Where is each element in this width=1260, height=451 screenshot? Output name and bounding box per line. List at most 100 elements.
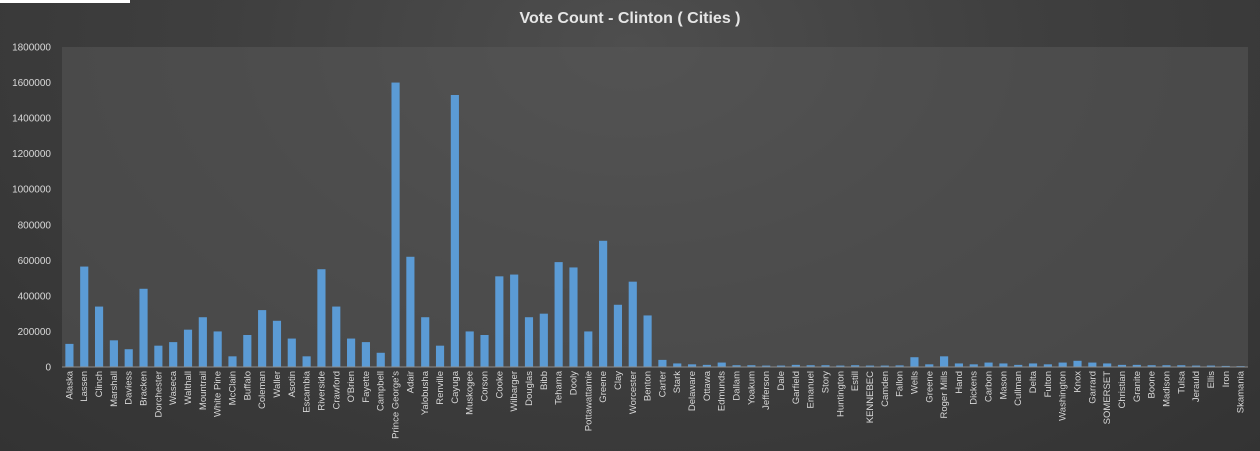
bar (540, 314, 548, 367)
x-tick-label: Dallam (732, 371, 743, 401)
x-tick-label: White Pine (213, 371, 224, 417)
x-tick-label: Fulton (1043, 371, 1054, 397)
bar (303, 356, 311, 367)
bar (258, 310, 266, 367)
x-tick-label: Ottawa (702, 370, 713, 401)
x-tick-label: Stark (672, 371, 683, 393)
bar (1029, 363, 1037, 367)
bar (451, 95, 459, 367)
x-tick-label: Daviess (124, 371, 135, 405)
x-tick-label: Mountrail (198, 371, 209, 410)
bar (629, 282, 637, 367)
x-tick-label: Iron (1221, 371, 1232, 387)
x-tick-label: Cooke (494, 371, 505, 398)
x-tick-label: Yoakum (746, 371, 757, 405)
bar (569, 267, 577, 367)
bar (125, 349, 133, 367)
x-tick-label: Emanuel (806, 371, 817, 409)
bar (391, 83, 399, 367)
x-tick-label: Corson (480, 371, 491, 402)
x-tick-label: Cullman (1013, 371, 1024, 406)
bar (584, 331, 592, 367)
x-tick-label: SOMERSET (1102, 371, 1113, 425)
x-tick-label: Escambia (302, 370, 313, 412)
bar (466, 331, 474, 367)
x-tick-label: Dooly (568, 371, 579, 396)
bar (436, 346, 444, 367)
y-tick-label: 1600000 (12, 78, 51, 89)
bar (495, 276, 503, 367)
x-tick-label: O'Brien (346, 371, 357, 402)
x-tick-label: Wells (909, 371, 920, 394)
x-tick-label: Clay (613, 371, 624, 390)
x-tick-label: Campbell (376, 371, 387, 411)
x-tick-label: Bibb (539, 371, 550, 390)
bar (1073, 361, 1081, 367)
x-tick-label: Fallon (895, 371, 906, 397)
bar (614, 305, 622, 367)
x-tick-label: Muskogee (465, 371, 476, 415)
x-tick-label: Tehama (554, 370, 565, 405)
x-tick-label: Roger Mills (939, 371, 950, 419)
bar (525, 317, 533, 367)
x-tick-label: Greene (598, 371, 609, 403)
x-tick-label: Jerauld (1191, 371, 1202, 402)
x-tick-label: Hand (954, 371, 965, 394)
bar (910, 357, 918, 367)
bar (406, 257, 414, 367)
x-tick-label: Douglas (524, 371, 535, 406)
y-tick-label: 1400000 (12, 114, 51, 125)
bar (273, 321, 281, 367)
y-tick-label: 800000 (18, 220, 52, 231)
x-tick-label: Dickens (969, 371, 980, 405)
bar (184, 330, 192, 367)
x-tick-label: Crawford (331, 371, 342, 410)
x-tick-label: Alaska (64, 370, 75, 399)
bar (480, 335, 488, 367)
y-tick-label: 200000 (18, 327, 52, 338)
bar (718, 363, 726, 367)
bar (1103, 363, 1111, 367)
x-tick-label: Garrard (1087, 371, 1098, 404)
bar (940, 356, 948, 367)
x-tick-label: Jefferson (761, 371, 772, 410)
bar (65, 344, 73, 367)
bar (199, 317, 207, 367)
x-tick-label: Worcester (628, 371, 639, 414)
x-tick-label: Dale (776, 371, 787, 391)
x-tick-label: Skamania (1236, 370, 1247, 413)
bar (362, 342, 370, 367)
bar (599, 241, 607, 367)
x-tick-label: Granite (1132, 371, 1143, 402)
bar (110, 340, 118, 367)
x-tick-label: Knox (1073, 371, 1084, 393)
x-tick-label: Camden (880, 371, 891, 407)
y-tick-label: 600000 (18, 256, 52, 267)
bar (1059, 363, 1067, 367)
plot-area (62, 47, 1248, 367)
x-tick-label: Pottawattamie (583, 371, 594, 431)
y-tick-label: 1800000 (12, 43, 51, 54)
bar (347, 339, 355, 367)
bar (999, 363, 1007, 367)
bar (555, 262, 563, 367)
x-tick-label: Coleman (257, 371, 268, 409)
x-tick-label: Wilbarger (509, 371, 520, 412)
x-tick-label: Boone (1147, 371, 1158, 398)
x-tick-label: Riverside (316, 371, 327, 411)
bar (139, 289, 147, 367)
x-tick-label: Adair (405, 371, 416, 393)
x-tick-label: Carter (657, 371, 668, 397)
bar (214, 331, 222, 367)
x-tick-label: Huntington (835, 371, 846, 417)
x-tick-label: Asotin (287, 371, 298, 397)
x-tick-label: Madison (1161, 371, 1172, 407)
x-tick-label: KENNEBEC (865, 371, 876, 423)
x-tick-label: Fayette (361, 371, 372, 403)
x-tick-label: Delta (1028, 370, 1039, 393)
bar (1088, 363, 1096, 367)
x-tick-label: Waseca (168, 370, 179, 405)
x-tick-label: Dorchester (153, 371, 164, 417)
